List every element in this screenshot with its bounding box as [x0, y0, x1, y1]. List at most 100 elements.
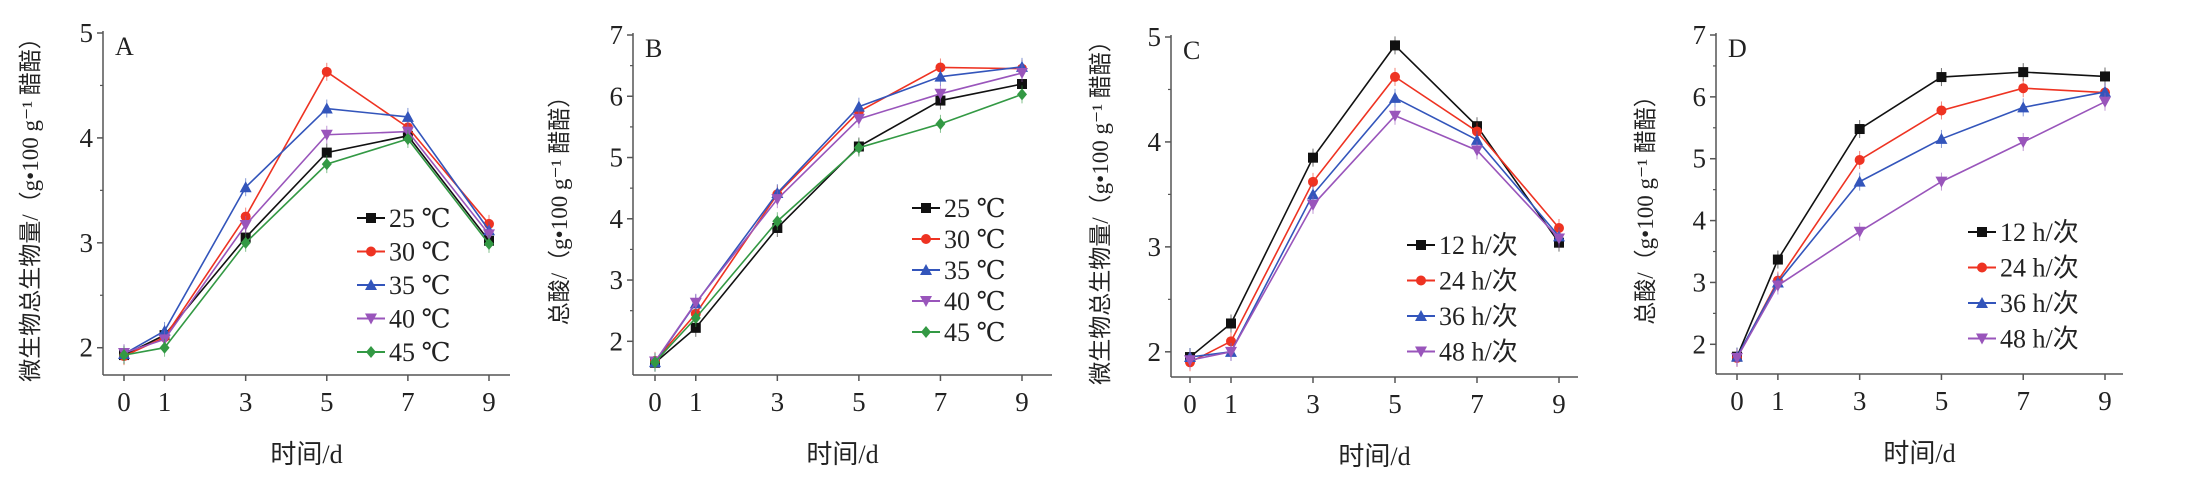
data-point	[690, 312, 701, 325]
data-point	[2099, 85, 2111, 97]
data-point	[1935, 176, 1948, 188]
data-point	[321, 66, 332, 77]
x-tick-label: 0	[117, 387, 131, 417]
data-point	[934, 70, 947, 82]
y-axis-label: 总酸/（g•100 g⁻¹ 醋醅）	[1633, 84, 1658, 324]
legend-label: 35 ℃	[944, 256, 1006, 285]
data-point	[852, 113, 865, 125]
data-point	[1389, 110, 1401, 122]
data-point	[852, 100, 865, 112]
data-point	[239, 219, 252, 231]
legend-label: 40 ℃	[389, 305, 451, 334]
data-point	[1936, 105, 1947, 116]
legend-label: 36 h/次	[1439, 302, 1518, 331]
data-point	[1853, 175, 1866, 187]
legend-label: 30 ℃	[944, 225, 1006, 254]
legend-marker	[920, 264, 932, 275]
series-line	[654, 66, 1023, 362]
y-tick-label: 5	[1693, 144, 1707, 174]
legend-item: 36 h/次	[1407, 302, 1518, 331]
legend-item: 36 h/次	[1968, 289, 2079, 318]
legend-marker	[1976, 333, 1988, 345]
panel-a: 2 3 4 5 0 1 3 5 7 9 A 时间/d 微生物总生物量/（g•100 g⁻¹ 醋醅） 25 …	[18, 18, 510, 469]
y-tick-label: 6	[1693, 82, 1707, 112]
legend-marker	[1416, 240, 1426, 250]
x-tick-label: 1	[1771, 386, 1785, 416]
x-tick-label: 1	[689, 387, 703, 417]
x-tick-label: 0	[648, 387, 662, 417]
data-point	[650, 356, 660, 369]
legend-label: 24 h/次	[2000, 254, 2079, 283]
y-tick-label: 2	[1693, 329, 1707, 359]
series-4	[119, 129, 494, 365]
legend-marker	[920, 296, 932, 307]
data-point	[689, 297, 702, 309]
data-point	[1307, 188, 1319, 200]
data-point	[1226, 318, 1236, 329]
legend-item: 25 ℃	[357, 204, 451, 233]
x-tick-label: 1	[158, 387, 172, 417]
series-0	[1732, 63, 2110, 366]
panel-label: C	[1183, 36, 1200, 65]
data-point	[1017, 79, 1027, 90]
y-tick-label: 5	[610, 143, 624, 173]
legend-marker	[921, 234, 931, 244]
legend-label: 24 h/次	[1439, 267, 1518, 296]
data-point	[1184, 355, 1196, 367]
x-axis-label: 时间/d	[1338, 442, 1410, 471]
legend-item: 35 ℃	[912, 256, 1006, 285]
legend-label: 36 h/次	[2000, 289, 2079, 318]
x-tick-label: 9	[1015, 387, 1029, 417]
legend-label: 25 ℃	[944, 194, 1006, 223]
legend-marker	[1976, 297, 1988, 308]
panel-label: A	[115, 32, 134, 61]
legend-item: 40 ℃	[357, 305, 451, 334]
data-point	[2017, 137, 2030, 149]
data-point	[1308, 152, 1318, 163]
series-line	[123, 134, 490, 356]
series-2	[1731, 82, 2111, 366]
y-tick-label: 5	[80, 18, 94, 48]
data-point	[321, 158, 332, 171]
y-tick-label: 2	[610, 326, 624, 356]
x-tick-label: 5	[852, 387, 866, 417]
legend-item: 25 ℃	[912, 194, 1006, 223]
x-tick-label: 3	[771, 387, 785, 417]
legend-label: 12 h/次	[1439, 231, 1518, 260]
series-3	[649, 63, 1028, 371]
data-point	[1225, 346, 1237, 358]
data-point	[2017, 101, 2030, 113]
data-point	[1017, 88, 1027, 101]
data-point	[1772, 254, 1783, 265]
data-point	[119, 349, 129, 362]
data-point	[159, 341, 170, 354]
y-tick-label: 3	[80, 228, 94, 258]
x-axis-label: 时间/d	[806, 440, 878, 469]
series-3	[1184, 106, 1565, 370]
x-tick-label: 7	[401, 387, 415, 417]
panel-d: 2 3 4 5 6 7 0 1 3 5 7 9 D 时间/d 总酸/（g•100 g⁻¹ 醋醅） 12 h/次…	[1633, 20, 2123, 468]
legend-marker	[1977, 227, 1987, 237]
data-point	[2100, 71, 2110, 82]
x-tick-label: 3	[1853, 386, 1867, 416]
x-tick-label: 5	[1935, 386, 1949, 416]
legend-item: 45 ℃	[357, 338, 451, 367]
y-tick-label: 3	[1693, 267, 1707, 297]
panel-label: D	[1728, 34, 1747, 63]
data-point	[1936, 72, 1947, 83]
data-point	[320, 129, 333, 141]
series-line	[654, 72, 1023, 362]
data-point	[484, 237, 494, 250]
x-tick-label: 9	[2098, 386, 2112, 416]
y-tick-label: 4	[610, 204, 624, 234]
legend-label: 48 h/次	[1439, 338, 1518, 367]
data-point	[1390, 71, 1400, 82]
legend-marker	[366, 346, 376, 358]
series-line	[654, 93, 1023, 363]
y-tick-label: 2	[80, 333, 94, 363]
legend-marker	[366, 246, 376, 257]
series-4	[650, 85, 1027, 372]
y-tick-label: 3	[610, 265, 624, 295]
data-point	[402, 132, 413, 145]
